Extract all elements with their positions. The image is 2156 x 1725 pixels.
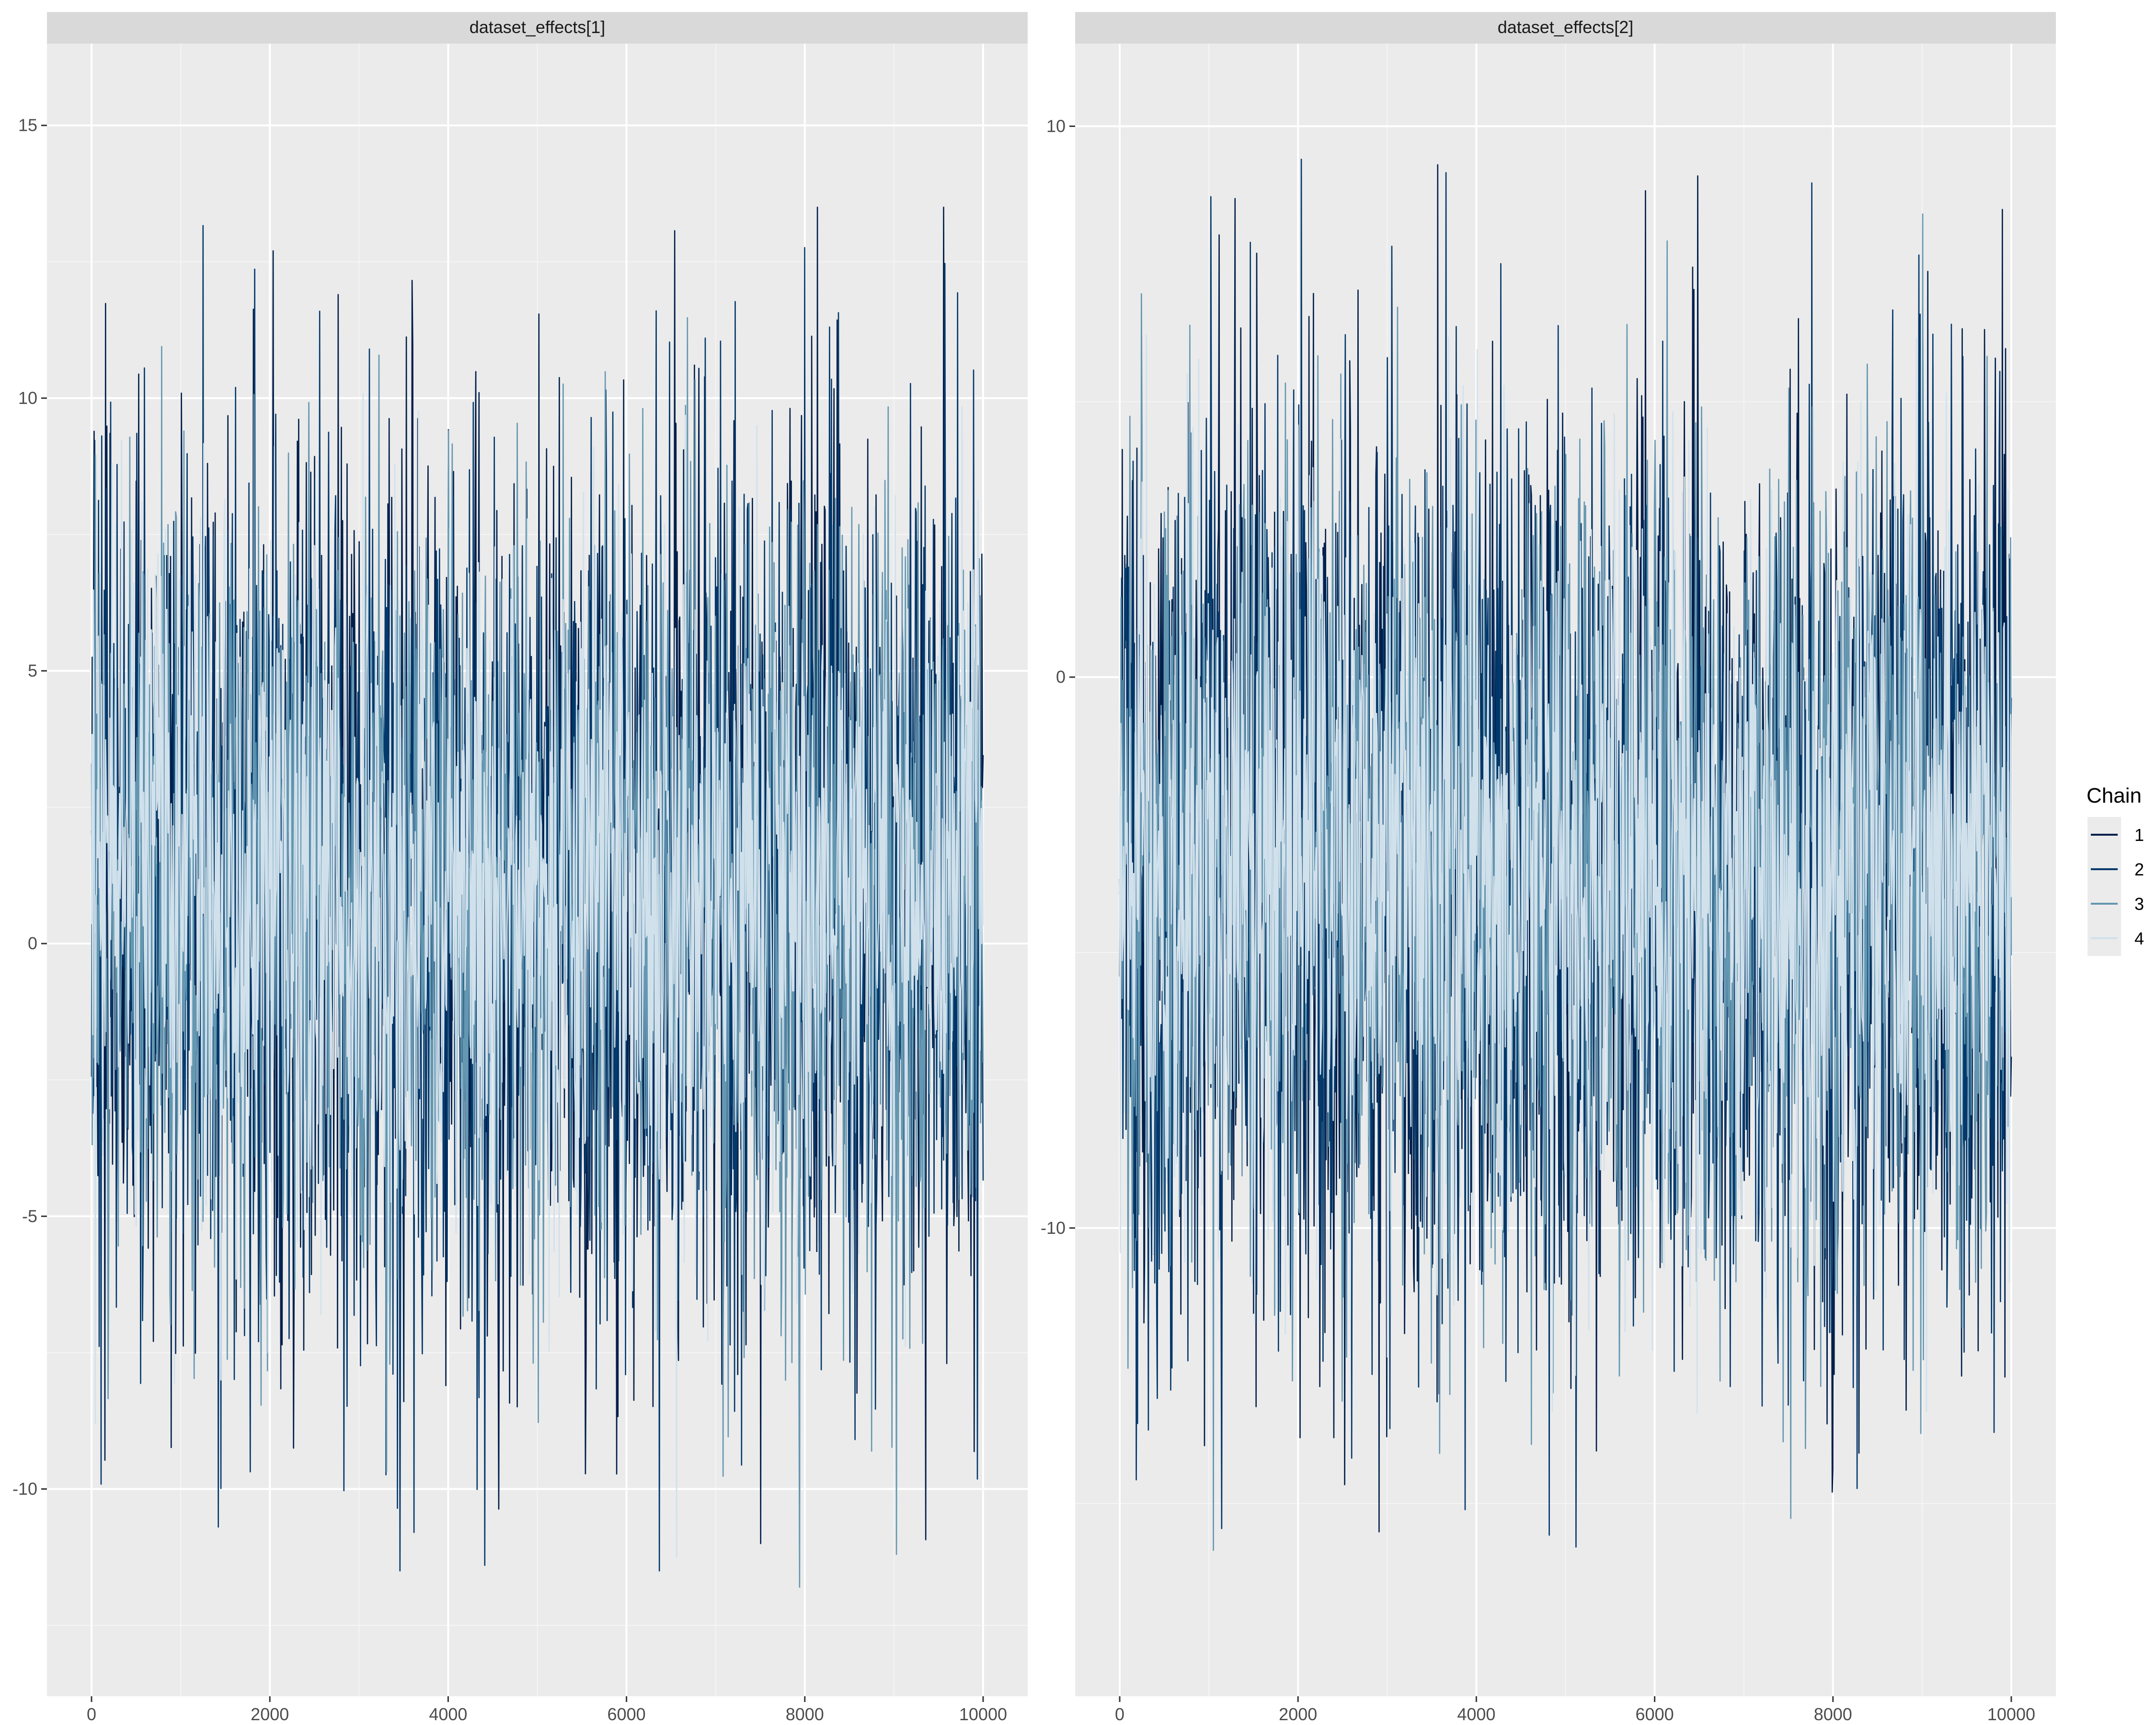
y-tick-label: 10	[1046, 116, 1066, 136]
x-axis: 0 2000 4000 6000 8000 10000	[1115, 1696, 2035, 1724]
x-tick-label: 4000	[429, 1704, 467, 1724]
facet-strip-title: dataset_effects[2]	[1498, 17, 1634, 37]
x-tick-label: 2000	[1279, 1704, 1317, 1724]
y-tick-label: 0	[28, 933, 37, 953]
y-tick-label: -5	[22, 1206, 37, 1226]
legend-key-background	[2087, 817, 2121, 956]
x-tick-label: 0	[1115, 1704, 1124, 1724]
legend: Chain 1 2 3 4	[2087, 784, 2144, 956]
y-tick-label: -10	[12, 1479, 37, 1498]
legend-label-chain-1: 1	[2134, 825, 2144, 845]
legend-label-chain-2: 2	[2134, 860, 2144, 879]
x-tick-label: 0	[87, 1704, 96, 1724]
facet-strip-title: dataset_effects[1]	[470, 17, 606, 37]
strip-background	[47, 12, 1028, 44]
chain-4-trace	[1119, 334, 2012, 1414]
chain-3-trace	[91, 317, 984, 1588]
strip-background	[1075, 12, 2056, 44]
chain-traces	[1119, 159, 2012, 1551]
legend-label-chain-3: 3	[2134, 894, 2144, 914]
x-tick-label: 4000	[1457, 1704, 1495, 1724]
y-tick-label: 15	[18, 115, 37, 135]
x-tick-label: 10000	[959, 1704, 1007, 1724]
x-tick-label: 8000	[1814, 1704, 1852, 1724]
facet-panel-dataset-effects-2: dataset_effects[2] 0 2000 4000 6000 8000 1000…	[1041, 12, 2056, 1724]
y-tick-label: 5	[28, 661, 37, 680]
chain-traces	[91, 207, 984, 1588]
legend-label-chain-4: 4	[2134, 929, 2144, 948]
y-axis: -10 -5 0 5 10 15	[12, 115, 47, 1498]
x-axis: 0 2000 4000 6000 8000 10000	[87, 1696, 1007, 1724]
legend-title: Chain	[2087, 784, 2142, 807]
x-tick-label: 2000	[251, 1704, 289, 1724]
y-tick-label: 0	[1056, 667, 1066, 687]
x-tick-label: 6000	[1636, 1704, 1674, 1724]
x-tick-label: 8000	[786, 1704, 824, 1724]
y-tick-label: -10	[1041, 1218, 1066, 1238]
y-tick-label: 10	[18, 388, 37, 408]
chain-4-trace	[91, 393, 984, 1558]
x-tick-label: 10000	[1987, 1704, 2035, 1724]
facet-panel-dataset-effects-1: dataset_effects[1] 0 2000 4000 6000 8000 1000…	[12, 12, 1028, 1724]
y-axis: -10 0 10	[1041, 116, 1075, 1238]
x-tick-label: 6000	[608, 1704, 646, 1724]
